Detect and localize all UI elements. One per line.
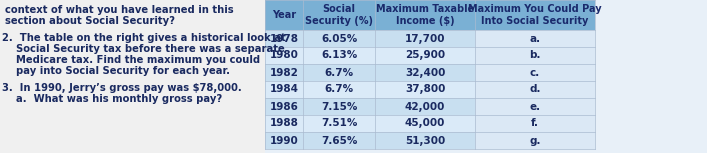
Text: 45,000: 45,000 [405,119,445,129]
Text: d.: d. [530,84,541,95]
Text: 32,400: 32,400 [405,67,445,78]
Text: 51,300: 51,300 [405,136,445,146]
Bar [475,64,595,81]
Bar [265,132,475,149]
Bar [0,0,265,153]
Text: b.: b. [530,50,541,60]
Text: 1980: 1980 [269,50,298,60]
Bar [265,47,475,64]
Text: 6.05%: 6.05% [321,34,357,43]
Text: a.: a. [530,34,541,43]
Text: f.: f. [531,119,539,129]
Text: Year: Year [272,10,296,20]
Text: 6.7%: 6.7% [325,84,354,95]
Text: 7.51%: 7.51% [321,119,357,129]
Text: 6.7%: 6.7% [325,67,354,78]
Text: a.  What was his monthly gross pay?: a. What was his monthly gross pay? [2,94,222,104]
Bar [265,115,475,132]
Bar [265,0,595,149]
Text: pay into Social Security for each year.: pay into Social Security for each year. [2,66,230,76]
Text: 1982: 1982 [269,67,298,78]
Bar [475,115,595,132]
Text: section about Social Security?: section about Social Security? [5,16,175,26]
Text: Social
Security (%): Social Security (%) [305,4,373,26]
Text: 1984: 1984 [269,84,298,95]
Bar [265,64,475,81]
Text: 1988: 1988 [269,119,298,129]
Text: 25,900: 25,900 [405,50,445,60]
Text: context of what you have learned in this: context of what you have learned in this [5,5,233,15]
Text: g.: g. [530,136,541,146]
Text: 37,800: 37,800 [405,84,445,95]
Text: c.: c. [530,67,540,78]
Bar [265,0,595,30]
Bar [475,98,595,115]
Text: 7.15%: 7.15% [321,101,357,112]
Bar [475,132,595,149]
Bar [475,47,595,64]
Text: Maximum You Could Pay
Into Social Security: Maximum You Could Pay Into Social Securi… [468,4,602,26]
Bar [265,81,475,98]
Text: Maximum Taxable
Income ($): Maximum Taxable Income ($) [376,4,474,26]
Text: 7.65%: 7.65% [321,136,357,146]
Text: 6.13%: 6.13% [321,50,357,60]
Bar [265,98,475,115]
Text: Social Security tax before there was a separate: Social Security tax before there was a s… [2,44,285,54]
Text: 17,700: 17,700 [404,34,445,43]
Text: Medicare tax. Find the maximum you could: Medicare tax. Find the maximum you could [2,55,260,65]
Text: e.: e. [530,101,541,112]
Text: 1978: 1978 [269,34,298,43]
Text: 3.  In 1990, Jerry’s gross pay was $78,000.: 3. In 1990, Jerry’s gross pay was $78,00… [2,83,242,93]
Text: 42,000: 42,000 [405,101,445,112]
Text: 1990: 1990 [269,136,298,146]
Bar [475,81,595,98]
Text: 1986: 1986 [269,101,298,112]
Bar [475,30,595,47]
Bar [265,30,475,47]
Text: 2.  The table on the right gives a historical look at: 2. The table on the right gives a histor… [2,33,286,43]
